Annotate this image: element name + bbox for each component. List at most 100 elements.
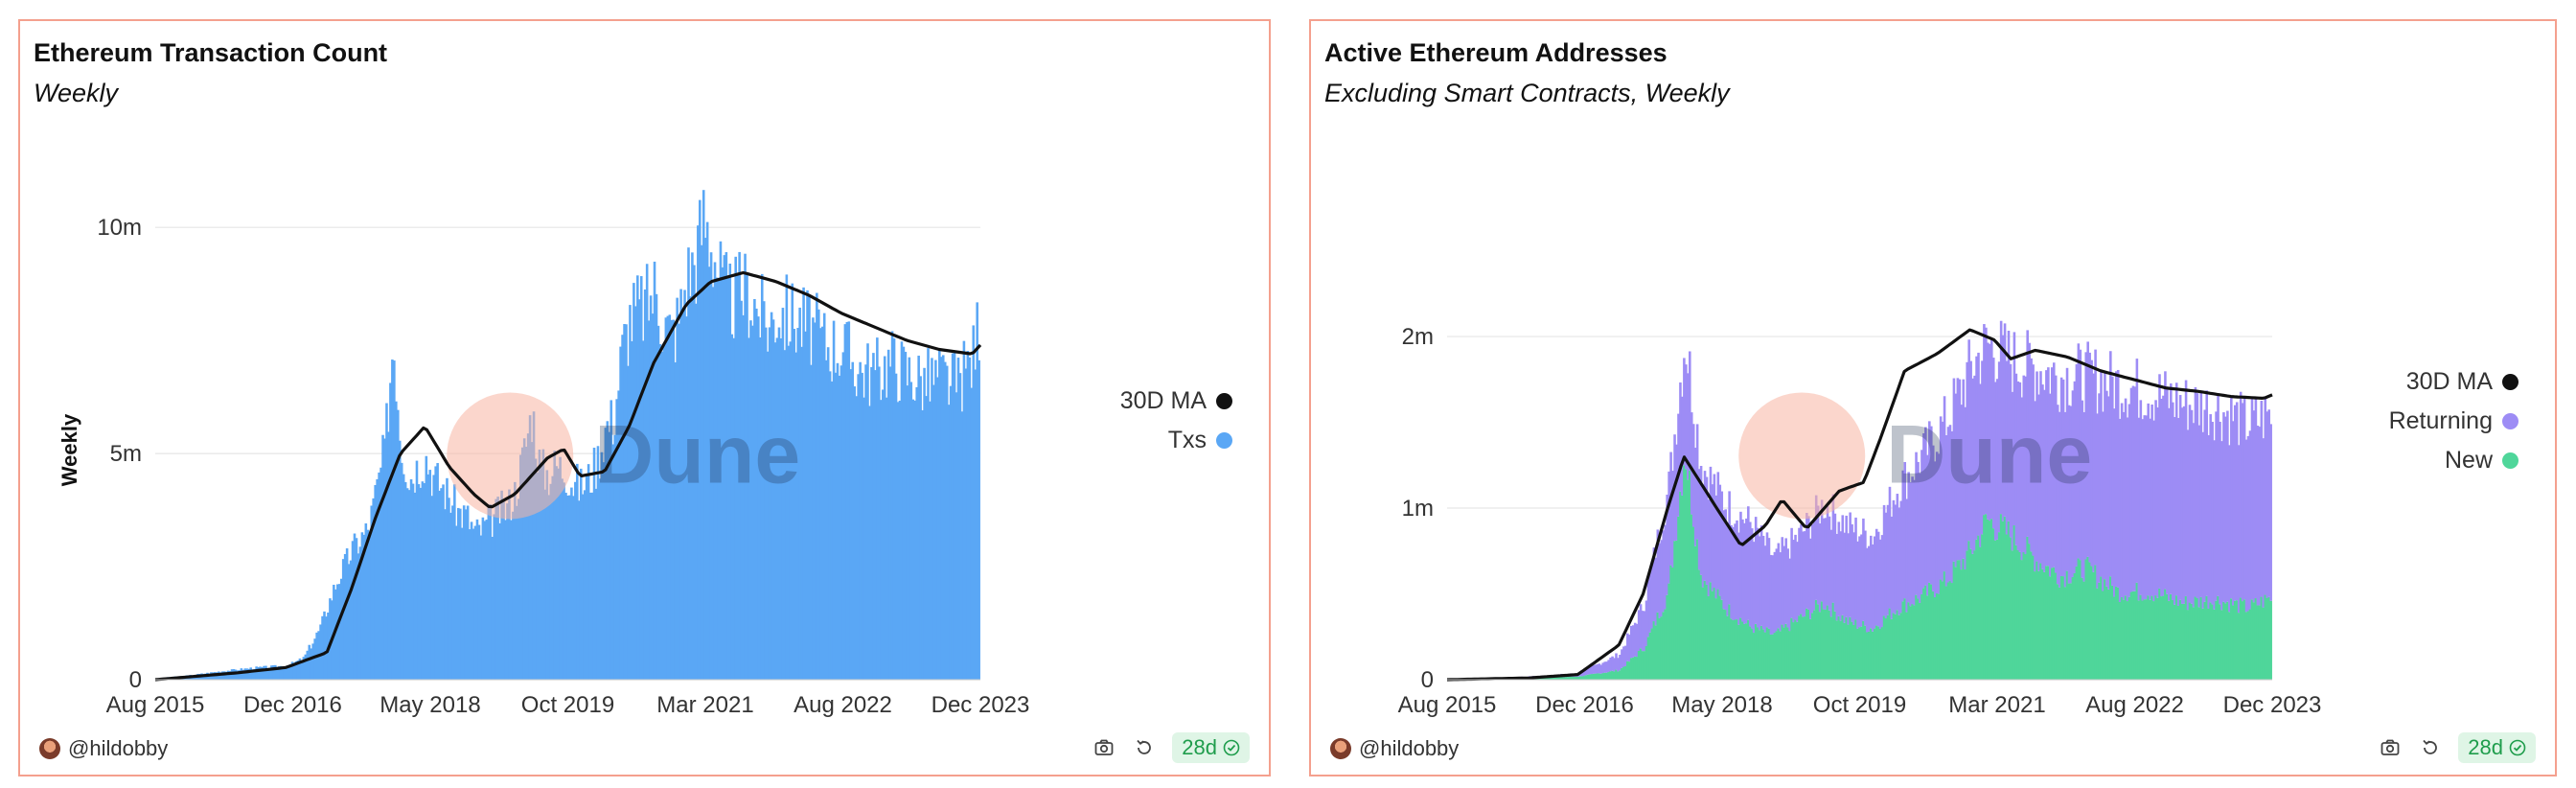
bar-txs [843,324,847,680]
bar-txs [872,353,875,680]
refresh-icon[interactable] [2418,735,2443,760]
bar-new [2248,609,2252,680]
bar-txs [602,462,606,680]
legend-item-ma[interactable]: 30D MA [1120,387,1232,415]
bar-txs [477,524,481,680]
bar-new [1773,633,1777,680]
bar-returning [1734,523,1736,620]
bar-returning [1871,544,1874,632]
bar-new [1765,627,1769,680]
bar-new [1594,673,1598,680]
bar-returning [2028,342,2031,545]
bar-txs [255,666,258,680]
bar-txs [966,351,970,680]
bar-returning [1812,518,1816,611]
bar-new [1882,615,1886,680]
bar-txs [374,484,377,680]
refresh-icon[interactable] [1132,735,1157,760]
bar-returning [1726,522,1729,616]
bar-txs [610,400,613,680]
bar-txs [800,346,803,680]
bar-new [1743,623,1746,680]
bar-txs [321,615,324,680]
legend-item-txs[interactable]: Txs [1168,427,1232,454]
bar-returning [2071,390,2075,577]
bar-txs [894,373,898,680]
legend-item-returning[interactable]: Returning [2389,407,2518,435]
bar-new [1771,634,1775,680]
bar-returning [1882,504,1886,616]
bar-returning [1806,513,1808,609]
bar-returning [1990,338,1993,520]
bar-returning [1886,504,1890,615]
bar-new [1605,672,1608,680]
bar-txs [773,342,777,680]
bar-txs [285,665,288,680]
bar-new [1578,676,1582,680]
bar-returning [2030,358,2033,552]
bar-returning [2154,400,2157,596]
bar-new [1699,574,1703,680]
bar-returning [2118,418,2122,602]
bar-new [1873,628,1876,680]
bar-returning [1687,373,1690,480]
bar-txs [613,434,616,680]
author-link[interactable]: @hildobby [1330,736,1459,761]
chart-panel-addresses: Active Ethereum Addresses Excluding Smar… [1309,19,2557,776]
bar-txs [355,538,358,680]
bar-new [1687,479,1690,680]
bar-new [2133,591,2137,680]
bar-new [2051,568,2054,680]
bar-returning [1952,378,1956,562]
bar-returning [1685,364,1688,470]
freshness-badge[interactable]: 28d [1172,732,1250,763]
freshness-badge[interactable]: 28d [2458,732,2536,763]
bar-txs [932,384,935,680]
author-link[interactable]: @hildobby [39,736,168,761]
bar-txs [902,346,906,680]
bar-returning [2241,403,2244,602]
bar-txs [655,293,658,680]
bar-txs [300,661,304,680]
bar-new [1860,626,1863,680]
bar-new [1931,591,1935,680]
bar-new [1758,630,1761,680]
bar-txs [430,496,434,680]
camera-icon[interactable] [2378,735,2403,760]
bar-returning [1807,516,1810,610]
camera-icon[interactable] [1092,735,1116,760]
bar-txs [826,347,830,680]
bar-txs [636,275,639,680]
bar-returning [2224,416,2227,604]
bar-new [1792,622,1795,680]
bar-returning [2014,373,2018,545]
bar-new [1794,619,1797,680]
bar-returning [2203,409,2207,602]
bar-new [1641,651,1644,680]
bar-new [1599,673,1603,680]
bar-txs [880,400,883,680]
bar-new [2096,588,2099,680]
bar-txs [444,509,447,680]
bar-new [1985,514,1988,680]
bar-returning [1668,471,1670,584]
bar-new [2150,595,2153,680]
bar-txs [917,356,920,680]
bar-txs [878,366,881,680]
bar-returning [1894,504,1898,614]
legend-item-new[interactable]: New [2445,447,2518,475]
bar-txs [943,361,947,680]
bar-new [1737,624,1740,680]
bar-new [1728,604,1731,680]
bar-new [1964,569,1967,680]
bar-returning [1941,421,1944,582]
bar-returning [1907,472,1910,603]
bar-new [1718,595,1722,680]
bar-txs [702,190,705,680]
legend-item-ma[interactable]: 30D MA [2406,368,2518,396]
bar-new [1829,616,1833,680]
bar-returning [1800,523,1803,614]
bar-txs [608,431,611,680]
bar-txs [962,340,966,680]
bar-new [2266,597,2269,680]
